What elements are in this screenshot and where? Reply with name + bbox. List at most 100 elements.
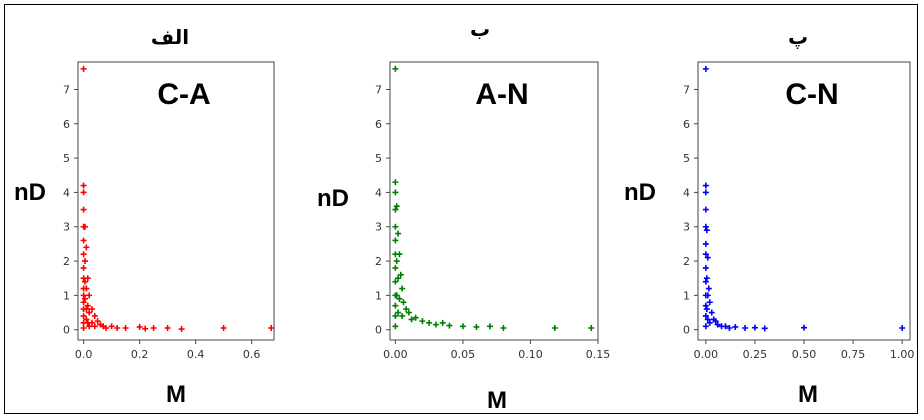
data-point — [397, 271, 404, 278]
data-point — [446, 322, 453, 329]
y-tick-label: 7 — [63, 83, 70, 96]
x-tick-label: 0.75 — [841, 348, 866, 361]
data-point — [742, 324, 749, 331]
x-tick-label: 0.0 — [75, 348, 93, 361]
axes-frame — [77, 61, 275, 341]
data-point — [459, 323, 466, 330]
data-point — [122, 324, 129, 331]
y-tick-label: 5 — [63, 152, 70, 165]
y-tick-label: 0 — [683, 324, 690, 337]
data-point — [392, 312, 399, 319]
data-point — [702, 223, 709, 230]
y-axis-label: nD — [624, 179, 656, 206]
data-point — [83, 306, 90, 313]
data-point — [164, 324, 171, 331]
data-point — [80, 324, 87, 331]
x-tick-label: 0.00 — [383, 348, 408, 361]
axes-frame — [389, 61, 599, 341]
data-point — [704, 316, 711, 323]
y-tick-label: 6 — [375, 118, 382, 131]
data-point — [722, 323, 729, 330]
data-point — [392, 179, 399, 186]
y-tick-label: 6 — [63, 118, 70, 131]
x-tick-label: 0.6 — [243, 348, 261, 361]
data-point — [426, 319, 433, 326]
x-axis-label: M — [798, 381, 818, 408]
data-point — [706, 319, 713, 326]
data-point — [399, 312, 406, 319]
data-point — [91, 312, 98, 319]
data-point — [395, 230, 402, 237]
y-tick-label: 2 — [63, 255, 70, 268]
y-tick-label: 4 — [63, 186, 70, 199]
data-point — [403, 306, 410, 313]
data-point — [268, 324, 275, 331]
y-tick-label: 1 — [375, 289, 382, 302]
data-point — [80, 251, 87, 258]
chart-title: A-N — [475, 78, 528, 111]
data-point — [708, 309, 715, 316]
data-point — [396, 251, 403, 258]
data-point — [396, 295, 403, 302]
data-point — [84, 302, 91, 309]
panel-letter: ب — [470, 17, 490, 41]
data-point — [83, 285, 90, 292]
data-point — [80, 182, 87, 189]
x-axis-label: M — [166, 381, 186, 408]
data-point — [732, 323, 739, 330]
x-tick-label: 0.15 — [586, 348, 611, 361]
data-point — [150, 324, 157, 331]
data-point — [801, 324, 807, 331]
data-point — [83, 244, 90, 251]
x-tick-label: 0.10 — [518, 348, 543, 361]
data-point — [702, 182, 709, 189]
y-tick-label: 6 — [683, 118, 690, 131]
data-point — [714, 321, 721, 328]
data-point — [705, 285, 712, 292]
data-point — [702, 302, 709, 309]
y-tick-label: 1 — [683, 289, 690, 302]
data-point — [408, 316, 415, 323]
y-tick-label: 4 — [683, 186, 690, 199]
data-point — [588, 324, 595, 331]
data-point — [86, 309, 93, 316]
data-point — [80, 299, 87, 306]
panel-letter: پ — [788, 25, 808, 49]
data-point — [392, 206, 399, 213]
chart-title: C-A — [157, 78, 210, 111]
data-point — [393, 292, 400, 299]
data-point — [84, 275, 91, 282]
y-tick-label: 0 — [63, 324, 70, 337]
x-tick-label: 0.2 — [131, 348, 149, 361]
y-tick-label: 1 — [63, 289, 70, 302]
data-point — [703, 275, 710, 282]
data-point — [702, 206, 709, 213]
x-tick-label: 0.50 — [792, 348, 817, 361]
data-point — [80, 237, 87, 244]
data-point — [80, 312, 87, 319]
data-point — [439, 319, 446, 326]
data-point — [392, 264, 399, 271]
data-point — [82, 258, 88, 265]
y-tick-label: 7 — [375, 83, 382, 96]
y-tick-label: 5 — [375, 152, 382, 165]
data-point — [103, 324, 109, 331]
data-point — [486, 323, 493, 330]
y-tick-label: 3 — [375, 221, 382, 234]
data-point — [419, 318, 426, 325]
panel-2: ب A-N 0 1 2 3 4 5 6 7 0.00 0.05 0.10 0.15 nD M — [317, 17, 610, 414]
data-point — [108, 323, 115, 330]
data-point — [400, 299, 407, 306]
data-point — [432, 321, 439, 328]
data-point — [82, 295, 88, 302]
y-tick-label: 2 — [683, 255, 690, 268]
data-point — [726, 324, 733, 331]
data-point — [704, 292, 711, 299]
data-point — [392, 65, 399, 72]
data-point — [80, 206, 87, 213]
data-point — [86, 323, 93, 330]
data-point — [702, 240, 709, 247]
x-tick-label: 1.00 — [890, 348, 915, 361]
x-tick-label: 0.00 — [694, 348, 719, 361]
